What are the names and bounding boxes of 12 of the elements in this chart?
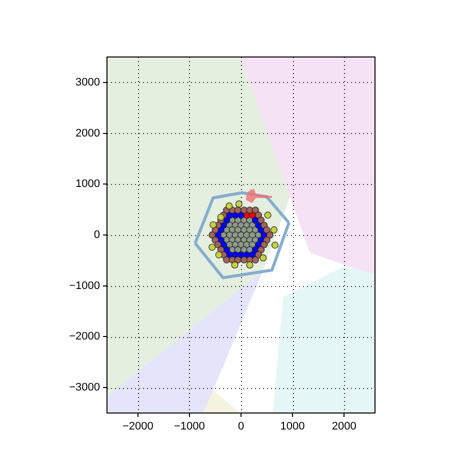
y-tick-label: 2000 <box>76 127 100 140</box>
x-tick-label: 2000 <box>332 420 356 433</box>
y-tick-label: −2000 <box>69 330 100 343</box>
y-tick-label: −3000 <box>69 382 100 394</box>
y-tick-label: 3000 <box>76 76 100 88</box>
y-tick-label: −1000 <box>69 280 100 292</box>
x-tick-label: 0 <box>238 420 244 433</box>
y-tick-label: 1000 <box>76 178 100 190</box>
x-tick-label: −1000 <box>174 420 205 433</box>
x-tick-label: −2000 <box>122 420 154 433</box>
y-tick-label: 0 <box>94 229 100 242</box>
x-tick-label: 1000 <box>280 420 305 433</box>
